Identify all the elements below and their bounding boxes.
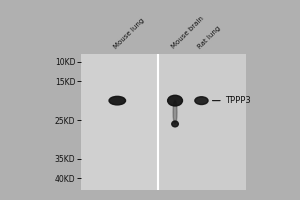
Ellipse shape	[173, 101, 177, 124]
Ellipse shape	[172, 121, 178, 127]
Bar	[159, 54, 246, 190]
Ellipse shape	[109, 96, 126, 105]
Text: Mouse lung: Mouse lung	[113, 17, 146, 50]
Ellipse shape	[168, 95, 182, 106]
Bar	[81, 54, 157, 190]
Text: Rat lung: Rat lung	[197, 25, 222, 50]
Text: TPPP3: TPPP3	[224, 96, 250, 105]
Text: Mouse brain: Mouse brain	[171, 16, 206, 50]
Ellipse shape	[195, 97, 208, 105]
